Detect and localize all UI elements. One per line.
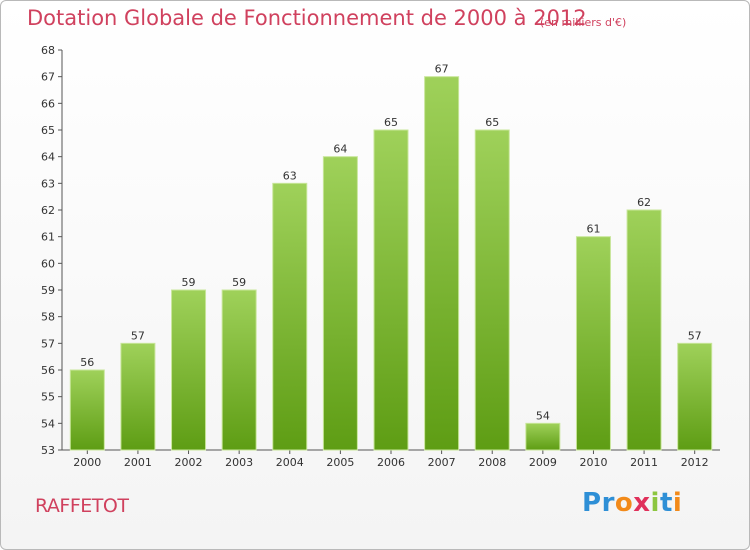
bar-value-label: 63 <box>283 169 297 182</box>
logo-letter: i <box>650 488 660 518</box>
x-tick-label: 2008 <box>478 456 506 469</box>
bar-2000 <box>69 369 105 451</box>
x-tick-label: 2006 <box>377 456 405 469</box>
bar-value-label: 57 <box>131 329 145 342</box>
proxiti-logo: Proxiti <box>582 488 682 518</box>
bar-value-label: 56 <box>80 356 94 369</box>
logo-letter: P <box>582 488 602 518</box>
x-tick-label: 2005 <box>326 456 354 469</box>
bar-value-label: 61 <box>586 223 600 236</box>
chart-subtitle: (en milliers d'€) <box>540 16 627 29</box>
labels: 56 57 59 59 63 64 65 67 65 54 61 62 57 <box>80 63 701 423</box>
x-tick-label: 2002 <box>175 456 203 469</box>
bar-value-label: 65 <box>384 116 398 129</box>
y-tick-label: 66 <box>41 97 55 110</box>
bar-value-label: 57 <box>688 329 702 342</box>
bar-value-label: 65 <box>485 116 499 129</box>
y-tick-label: 61 <box>41 231 55 244</box>
bar-2007 <box>424 76 460 451</box>
x-tick-label: 2001 <box>124 456 152 469</box>
y-tick-label: 68 <box>41 44 55 57</box>
x-tick-label: 2009 <box>529 456 557 469</box>
bar-value-label: 59 <box>182 276 196 289</box>
bar-2002 <box>171 289 207 451</box>
y-tick-label: 57 <box>41 337 55 350</box>
y-tick-label: 64 <box>41 151 55 164</box>
y-tick-label: 54 <box>41 417 55 430</box>
x-tick-label: 2010 <box>579 456 607 469</box>
logo-letter: r <box>601 488 615 518</box>
y-tick-label: 53 <box>41 444 55 457</box>
bars <box>69 76 713 451</box>
y-tick-label: 65 <box>41 124 55 137</box>
bar-2005 <box>322 156 358 451</box>
y-tick-label: 63 <box>41 177 55 190</box>
logo-letter: t <box>659 488 673 518</box>
bar-2012 <box>677 342 713 451</box>
bar-2008 <box>474 129 510 451</box>
chart-title: Dotation Globale de Fonctionnement de 20… <box>27 6 587 30</box>
y-tick-label: 59 <box>41 284 55 297</box>
bar-value-label: 54 <box>536 409 550 422</box>
bar-2004 <box>272 182 308 451</box>
bar-value-label: 64 <box>333 143 347 156</box>
y-tick-label: 62 <box>41 204 55 217</box>
bar-2003 <box>221 289 257 451</box>
logo-letter: o <box>614 488 634 518</box>
bar-2010 <box>575 236 611 451</box>
bar-value-label: 59 <box>232 276 246 289</box>
x-tick-label: 2004 <box>276 456 304 469</box>
bar-value-label: 67 <box>435 63 449 76</box>
logo-letter: x <box>633 488 651 518</box>
bar-value-label: 62 <box>637 196 651 209</box>
x-tick-label: 2007 <box>428 456 456 469</box>
y-tick-label: 60 <box>41 257 55 270</box>
logo-letter: i <box>672 488 683 518</box>
bar-2009 <box>525 422 561 451</box>
bar-2006 <box>373 129 409 451</box>
x-tick-label: 2003 <box>225 456 253 469</box>
y-tick-label: 58 <box>41 311 55 324</box>
x-tick-label: 2000 <box>73 456 101 469</box>
y-tick-label: 55 <box>41 391 55 404</box>
x-tick-label: 2011 <box>630 456 658 469</box>
x-tick-label: 2012 <box>681 456 709 469</box>
place-name: RAFFETOT <box>35 495 129 517</box>
bar-2001 <box>120 342 156 451</box>
y-tick-label: 56 <box>41 364 55 377</box>
bar-2011 <box>626 209 662 451</box>
y-tick-label: 67 <box>41 71 55 84</box>
